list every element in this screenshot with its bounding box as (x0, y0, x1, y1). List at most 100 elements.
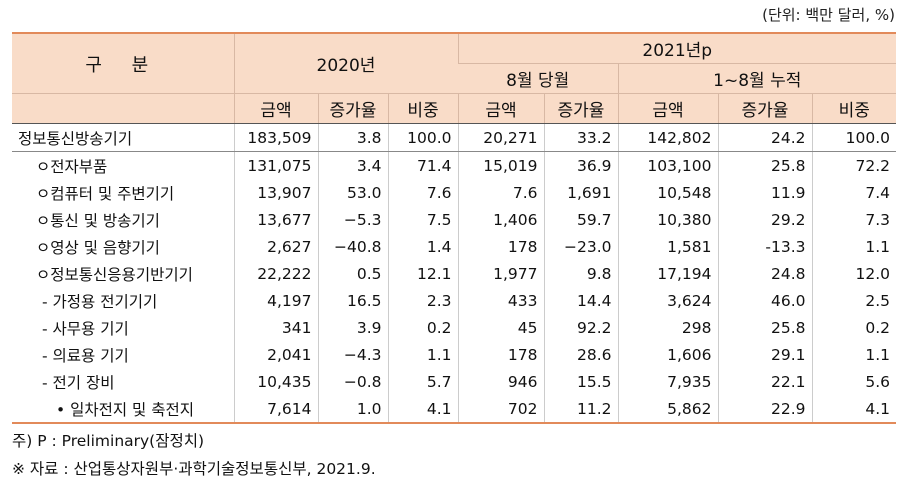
cell-value: 53.0 (317, 179, 388, 206)
cell-value: 12.1 (387, 260, 458, 287)
cell-value: 7,614 (233, 395, 318, 424)
cell-value: 1,977 (457, 260, 544, 287)
row-label: - 사무용 기기 (42, 319, 129, 338)
cell-value: 22,222 (233, 260, 318, 287)
table-row: • 일차전지 및 축전지 7,614 1.0 4.1 702 11.2 5,862 22.9 4… (12, 395, 897, 424)
cell-value: 16.5 (317, 287, 388, 314)
cell-value: 2,041 (233, 341, 318, 368)
cell-value: 341 (233, 314, 318, 341)
header-aug: 8월 당월 (458, 63, 618, 94)
table-row: ㅇ전자부품 131,075 3.4 71.4 15,019 36.9 103,100 25.8… (12, 151, 897, 179)
cell-value: 1,606 (617, 341, 718, 368)
cell-value: 46.0 (717, 287, 812, 314)
header-share: 비중 (811, 93, 897, 124)
cell-value: 71.4 (387, 151, 458, 179)
cell-value: 0.2 (387, 314, 458, 341)
header-amount: 금액 (457, 93, 544, 124)
row-label: ㅇ전자부품 (36, 157, 108, 176)
cell-value: 298 (617, 314, 718, 341)
cell-value: 22.1 (717, 368, 812, 395)
cell-value: 7.3 (811, 206, 897, 233)
cell-value: 2.3 (387, 287, 458, 314)
cell-value: −5.3 (317, 206, 388, 233)
cell-value: −40.8 (317, 233, 388, 260)
table-row: - 가정용 전기기기 4,197 16.5 2.3 433 14.4 3,624 46.0 2.… (12, 287, 897, 314)
cell-value: 0.5 (317, 260, 388, 287)
header-share: 비중 (387, 93, 458, 124)
cell-value: 142,802 (617, 123, 718, 152)
cell-value: 10,548 (617, 179, 718, 206)
table-row: - 사무용 기기 341 3.9 0.2 45 92.2 298 25.8 0.2 (12, 314, 897, 341)
table-row: ㅇ컴퓨터 및 주변기기 13,907 53.0 7.6 7.6 1,691 10,548 11… (12, 179, 897, 206)
data-table: 구 분 2020년 2021년p 8월 당월 1~8월 누적 금액 증가율 비중… (12, 32, 897, 424)
footnote-preliminary: 주) P : Preliminary(잠정치) (12, 432, 205, 450)
cell-value: 3.4 (317, 151, 388, 179)
row-label: - 의료용 기기 (42, 346, 129, 365)
cell-value: 2.5 (811, 287, 897, 314)
cell-value: 20,271 (457, 123, 544, 152)
header-2021: 2021년p (457, 32, 897, 64)
row-label: - 가정용 전기기기 (42, 292, 158, 311)
unit-label: (단위: 백만 달러, %) (762, 6, 895, 24)
cell-value: 5.7 (387, 368, 458, 395)
cell-value: 29.2 (717, 206, 812, 233)
cell-value: 100.0 (387, 123, 458, 152)
header-amount: 금액 (617, 93, 718, 124)
cell-value: 7.6 (457, 179, 544, 206)
cell-value: 1,406 (457, 206, 544, 233)
cell-value: 10,435 (233, 368, 318, 395)
cell-value: 3.8 (317, 123, 388, 152)
cell-value: 72.2 (811, 151, 897, 179)
header-growth: 증가율 (543, 93, 618, 124)
cell-value: 28.6 (543, 341, 618, 368)
row-label: ㅇ영상 및 음향기기 (36, 238, 160, 257)
cell-value: 25.8 (717, 314, 812, 341)
cell-value: 13,677 (233, 206, 318, 233)
cell-value: 36.9 (543, 151, 618, 179)
header-growth: 증가율 (317, 93, 388, 124)
cell-value: 1.1 (811, 233, 897, 260)
row-label: • 일차전지 및 축전지 (12, 395, 234, 424)
cell-value: 24.8 (717, 260, 812, 287)
cell-value: 178 (457, 341, 544, 368)
cell-value: 13,907 (233, 179, 318, 206)
cell-value: 1.1 (387, 341, 458, 368)
cell-value: 2,627 (233, 233, 318, 260)
cell-value: 3,624 (617, 287, 718, 314)
cell-value: 33.2 (543, 123, 618, 152)
cell-value: 15.5 (543, 368, 618, 395)
cell-value: 4,197 (233, 287, 318, 314)
footnote-source: ※ 자료 : 산업통상자원부·과학기술정보통신부, 2021.9. (12, 460, 376, 478)
cell-value: 7.4 (811, 179, 897, 206)
cell-value: 178 (457, 233, 544, 260)
row-label: ㅇ정보통신응용기반기기 (36, 265, 193, 284)
cell-value: 702 (457, 395, 544, 424)
cell-value: 7,935 (617, 368, 718, 395)
cell-value: 4.1 (811, 395, 897, 424)
cell-value: −4.3 (317, 341, 388, 368)
cell-value: 12.0 (811, 260, 897, 287)
cell-value: 1.4 (387, 233, 458, 260)
cell-value: 59.7 (543, 206, 618, 233)
cell-value: 15,019 (457, 151, 544, 179)
row-label: 정보통신방송기기 (12, 123, 234, 152)
cell-value: 4.1 (387, 395, 458, 424)
cell-value: 5,862 (617, 395, 718, 424)
cell-value: 1,691 (543, 179, 618, 206)
cell-value: 24.2 (717, 123, 812, 152)
cell-value: 11.2 (543, 395, 618, 424)
cell-value: 7.6 (387, 179, 458, 206)
header-2020: 2020년 (233, 32, 458, 94)
table-row: - 의료용 기기 2,041 −4.3 1.1 178 28.6 1,606 29.1 1.1 (12, 341, 897, 368)
cell-value: 1.0 (317, 395, 388, 424)
row-label: ㅇ통신 및 방송기기 (36, 211, 160, 230)
cell-value: 183,509 (233, 123, 318, 152)
cell-value: −23.0 (543, 233, 618, 260)
table-row: ㅇ영상 및 음향기기 2,627 −40.8 1.4 178 −23.0 1,581 -13.… (12, 233, 897, 260)
table-row: ㅇ통신 및 방송기기 13,677 −5.3 7.5 1,406 59.7 10,380 29… (12, 206, 897, 233)
cell-value: 103,100 (617, 151, 718, 179)
header-category: 구 분 (12, 32, 234, 94)
table-row: ㅇ정보통신응용기반기기 22,222 0.5 12.1 1,977 9.8 17,194 24… (12, 260, 897, 287)
cell-value: 5.6 (811, 368, 897, 395)
cell-value: 17,194 (617, 260, 718, 287)
